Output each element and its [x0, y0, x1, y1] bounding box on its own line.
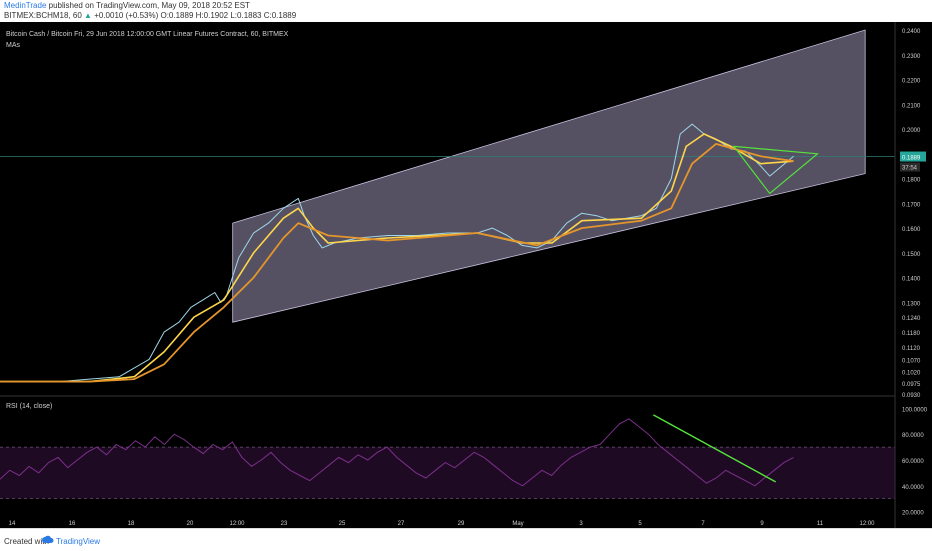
up-arrow-icon: ▲ — [84, 11, 92, 20]
last-price-tag-label: 0.1889 — [902, 156, 921, 162]
x-tick-label: 7 — [701, 521, 705, 527]
x-tick-label: 5 — [638, 521, 642, 527]
price-tick-label: 0.1600 — [902, 227, 921, 233]
chart-svg[interactable]: 0.24000.23000.22000.21000.20000.19000.18… — [0, 22, 932, 528]
chart-area[interactable]: 0.24000.23000.22000.21000.20000.19000.18… — [0, 22, 932, 528]
rsi-tick-label: 80.0000 — [902, 433, 924, 439]
x-tick-label: 9 — [760, 521, 764, 527]
footer-bar: Created with TradingView — [0, 528, 932, 551]
rsi-line — [0, 418, 794, 487]
price-tick-label: 0.1800 — [902, 178, 921, 184]
chart-title: Bitcoin Cash / Bitcoin Fri, 29 Jun 2018 … — [6, 31, 289, 38]
mas-label: MAs — [6, 42, 21, 49]
x-tick-label: 12:00 — [229, 521, 245, 527]
price-pane[interactable] — [0, 29, 895, 383]
rsi-tick-label: 100.0000 — [902, 407, 928, 413]
rsi-tick-label: 20.0000 — [902, 511, 924, 517]
x-tick-label: 14 — [9, 521, 16, 527]
price-tick-label: 0.1070 — [902, 358, 921, 364]
price-tick-label: 0.1300 — [902, 301, 921, 307]
price-tick-label: 0.1700 — [902, 202, 921, 208]
price-tick-label: 0.1180 — [902, 331, 921, 337]
symbol-text: BITMEX:BCHM18, 60 — [4, 11, 82, 20]
tradingview-brand[interactable]: TradingView — [56, 537, 101, 546]
price-tick-label: 0.1400 — [902, 277, 921, 283]
x-tick-label: 16 — [69, 521, 76, 527]
high-value: H:0.1902 — [195, 11, 229, 20]
author-link[interactable]: MedinTrade — [4, 1, 47, 10]
price-tick-label: 0.1120 — [902, 346, 921, 352]
last-price-tag — [900, 151, 926, 162]
price-tick-label: 0.2300 — [902, 54, 921, 60]
price-tick-label: 0.2400 — [902, 29, 921, 35]
header-line-2: BITMEX:BCHM18, 60 ▲ +0.0010 (+0.53%) O:0… — [4, 11, 296, 20]
secondary-tag-label: 37:54 — [902, 166, 918, 172]
rsi-pane[interactable] — [0, 414, 895, 500]
header-bar: MedinTrade published on TradingView.com,… — [0, 0, 932, 22]
x-tick-label: May — [512, 521, 523, 527]
close-value: C:0.1889 — [263, 11, 297, 20]
x-tick-label: 12:00 — [859, 521, 875, 527]
created-with-text: Created with — [4, 537, 49, 546]
series-close — [0, 123, 794, 383]
triangle-pattern — [732, 145, 819, 195]
x-tick-label: 25 — [339, 521, 346, 527]
x-tick-label: 20 — [187, 521, 194, 527]
published-text: published on TradingView.com, May 09, 20… — [48, 1, 250, 10]
regression-channel — [232, 29, 866, 323]
secondary-tag — [900, 162, 920, 172]
header-line-1: MedinTrade published on TradingView.com,… — [4, 1, 250, 10]
open-value: O:0.1889 — [160, 11, 194, 20]
series-ma-fast — [0, 133, 794, 383]
price-tick-label: 0.1020 — [902, 371, 921, 377]
x-tick-label: 29 — [458, 521, 465, 527]
rsi-trendline — [653, 414, 777, 483]
x-tick-label: 11 — [817, 521, 824, 527]
price-tick-label: 0.2100 — [902, 103, 921, 109]
tradingview-cloud-icon — [42, 535, 54, 543]
series-ma-slow — [0, 143, 794, 383]
rsi-tick-label: 40.0000 — [902, 485, 924, 491]
change-text: +0.0010 (+0.53%) — [94, 11, 159, 20]
x-tick-label: 27 — [398, 521, 405, 527]
rsi-tick-label: 60.0000 — [902, 459, 924, 465]
price-tick-label: 0.0930 — [902, 393, 921, 399]
price-tick-label: 0.2200 — [902, 79, 921, 85]
axes: 0.24000.23000.22000.21000.20000.19000.18… — [0, 22, 928, 528]
price-tick-label: 0.1500 — [902, 252, 921, 258]
rsi-label: RSI (14, close) — [6, 403, 52, 410]
price-tick-label: 0.0975 — [902, 382, 921, 388]
x-tick-label: 18 — [128, 521, 135, 527]
price-tick-label: 0.2000 — [902, 128, 921, 134]
x-tick-label: 23 — [281, 521, 288, 527]
x-tick-label: 3 — [579, 521, 583, 527]
rsi-band — [0, 447, 895, 499]
low-value: L:0.1883 — [230, 11, 262, 20]
price-tick-label: 0.1240 — [902, 316, 921, 322]
